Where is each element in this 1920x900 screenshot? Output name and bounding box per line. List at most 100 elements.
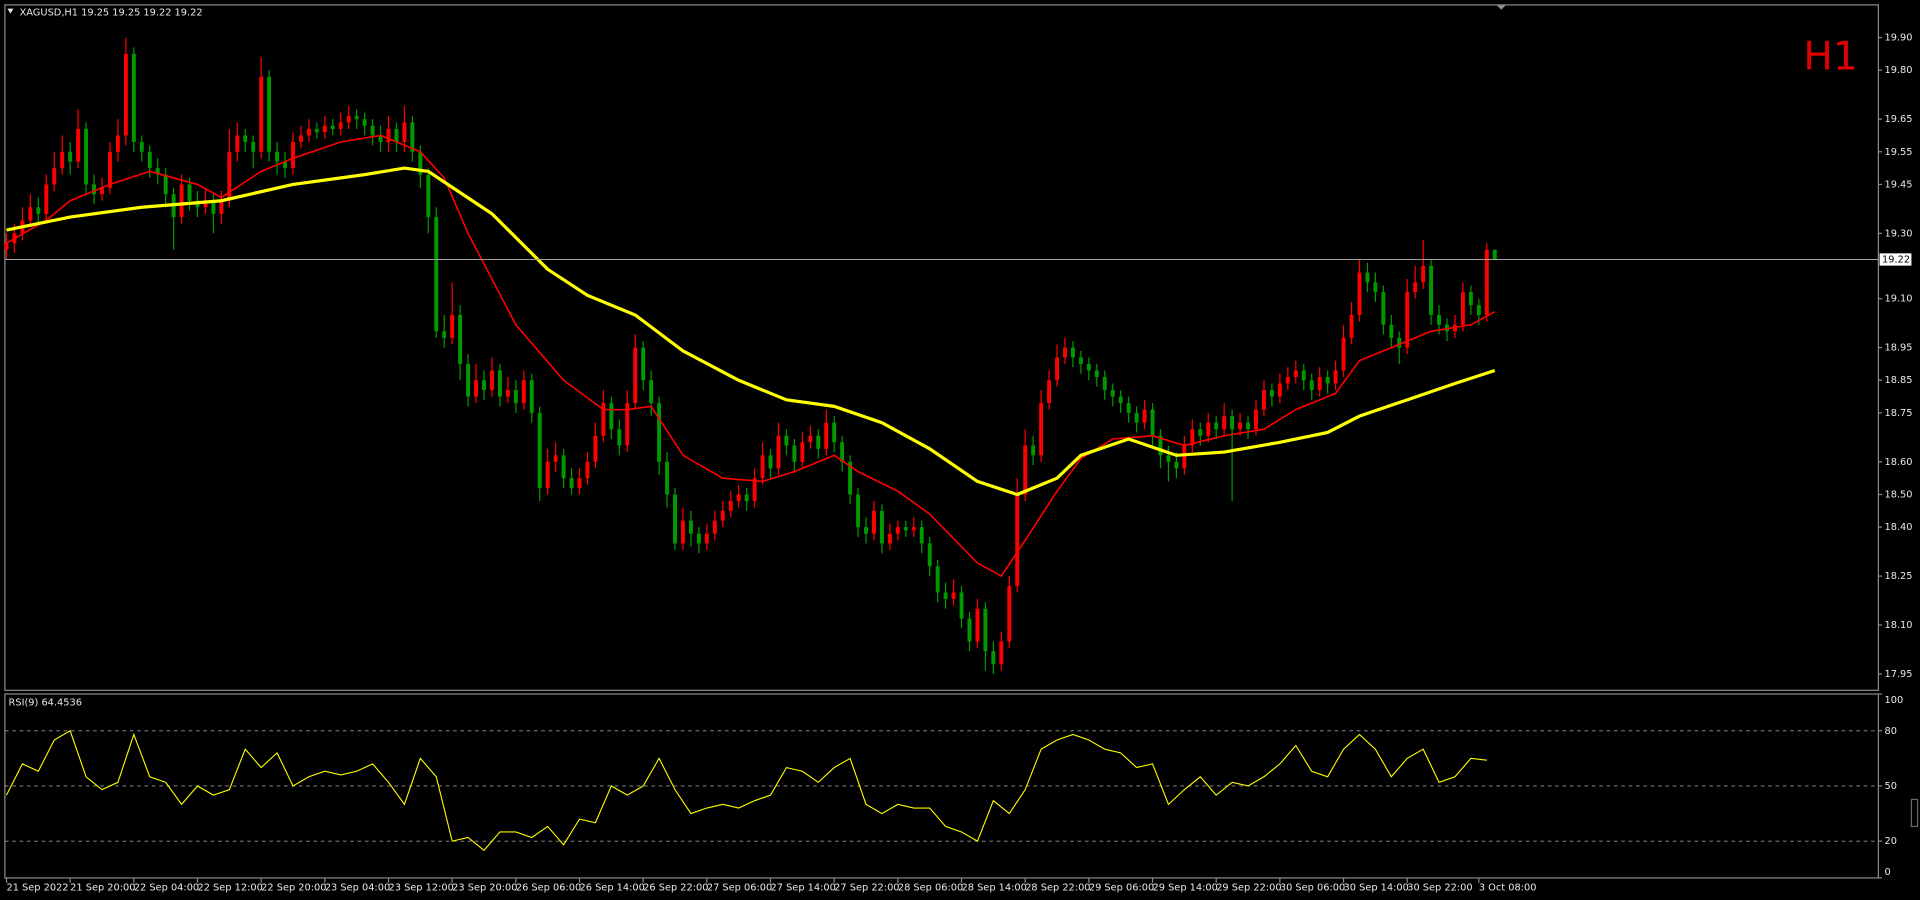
candle-body bbox=[219, 200, 224, 214]
candle-body bbox=[346, 115, 351, 123]
candle-body bbox=[1365, 272, 1370, 283]
candle-body bbox=[513, 390, 518, 404]
candle-body bbox=[1023, 445, 1028, 495]
candle-body bbox=[1389, 324, 1394, 338]
candle-body bbox=[673, 494, 677, 544]
candle-body bbox=[458, 314, 463, 364]
x-tick-label: 26 Sep 14:00 bbox=[580, 883, 645, 894]
symbol-header: XAGUSD,H1 19.25 19.25 19.22 19.22 bbox=[20, 7, 203, 18]
candle-body bbox=[1047, 380, 1052, 404]
candle-body bbox=[1214, 422, 1219, 430]
y-tick-label: 19.80 bbox=[1884, 65, 1912, 76]
candle-body bbox=[235, 135, 240, 152]
candle-body bbox=[434, 217, 439, 332]
candle-body bbox=[633, 347, 638, 404]
candle-body bbox=[1341, 337, 1346, 371]
rsi-y-tick-label: 20 bbox=[1884, 836, 1896, 847]
moving-average-line bbox=[6, 166, 1496, 497]
candle-body bbox=[728, 501, 733, 511]
candle-body bbox=[872, 510, 876, 534]
shift-marker[interactable] bbox=[1496, 4, 1507, 10]
candle-body bbox=[1110, 390, 1115, 397]
x-tick-label: 3 Oct 08:00 bbox=[1479, 883, 1537, 894]
x-tick-label: 30 Sep 14:00 bbox=[1344, 883, 1409, 894]
candle-body bbox=[529, 380, 534, 413]
candle-body bbox=[44, 184, 49, 214]
candle-body bbox=[410, 122, 415, 152]
candle-body bbox=[696, 533, 701, 544]
candle-body bbox=[4, 243, 9, 250]
candle-body bbox=[442, 331, 447, 338]
scroll-icon[interactable] bbox=[1910, 798, 1919, 828]
candle-body bbox=[911, 527, 916, 531]
x-tick-label: 22 Sep 04:00 bbox=[134, 883, 199, 894]
candle-body bbox=[919, 527, 924, 544]
moving-average-line bbox=[6, 134, 1496, 578]
candle-body bbox=[354, 115, 359, 120]
x-tick-label: 27 Sep 14:00 bbox=[771, 883, 836, 894]
candle-body bbox=[131, 53, 136, 142]
candle-body bbox=[537, 412, 542, 488]
candle-body bbox=[1373, 282, 1378, 293]
candle-body bbox=[951, 592, 956, 599]
y-tick-label: 18.25 bbox=[1884, 571, 1912, 582]
rsi-header: RSI(9) 64.4536 bbox=[9, 698, 82, 709]
candle-body bbox=[1333, 370, 1338, 384]
candle-body bbox=[1142, 409, 1147, 423]
y-tick-label: 17.95 bbox=[1884, 669, 1912, 680]
candle-body bbox=[601, 403, 606, 436]
candle-body bbox=[967, 618, 972, 642]
x-tick-label: 23 Sep 04:00 bbox=[325, 883, 390, 894]
candle-body bbox=[887, 533, 892, 544]
rsi-y-tick-label: 100 bbox=[1884, 695, 1903, 706]
candle-body bbox=[744, 494, 749, 502]
candle-body bbox=[1238, 422, 1243, 430]
candle-body bbox=[243, 135, 248, 142]
candle-body bbox=[824, 422, 829, 449]
timeframe-label: H1 bbox=[1803, 34, 1857, 79]
candle-body bbox=[68, 151, 73, 162]
candle-body bbox=[665, 461, 670, 495]
candle-body bbox=[1150, 409, 1155, 436]
candle-body bbox=[203, 200, 208, 208]
candle-body bbox=[609, 403, 614, 430]
candle-body bbox=[52, 168, 57, 185]
candle-body bbox=[283, 161, 288, 169]
candle-body bbox=[545, 461, 550, 488]
y-tick-label: 19.45 bbox=[1884, 179, 1912, 190]
candle-body bbox=[1078, 357, 1083, 364]
candle-body bbox=[840, 442, 845, 462]
x-tick-label: 29 Sep 14:00 bbox=[1153, 883, 1218, 894]
candle-body bbox=[720, 510, 725, 521]
rsi-y-tick-label: 50 bbox=[1884, 781, 1896, 792]
candle-body bbox=[1118, 396, 1123, 404]
candle-body bbox=[983, 608, 988, 652]
y-tick-label: 18.50 bbox=[1884, 489, 1912, 500]
candle-body bbox=[1405, 292, 1410, 348]
y-tick-label: 19.30 bbox=[1884, 228, 1912, 239]
x-tick-label: 29 Sep 06:00 bbox=[1089, 883, 1154, 894]
rsi-y-tick-label: 80 bbox=[1884, 726, 1896, 737]
candle-body bbox=[569, 478, 574, 488]
candle-body bbox=[999, 641, 1004, 665]
candle-body bbox=[1246, 422, 1251, 430]
candle-body bbox=[505, 390, 510, 397]
candle-body bbox=[1070, 347, 1075, 358]
x-tick-label: 29 Sep 22:00 bbox=[1216, 883, 1281, 894]
candle-body bbox=[1166, 455, 1171, 462]
candle-body bbox=[808, 435, 813, 443]
candle-body bbox=[1325, 376, 1330, 384]
rsi-y-tick-label: 0 bbox=[1884, 867, 1890, 878]
candle-body bbox=[28, 207, 33, 221]
candle-body bbox=[776, 435, 781, 469]
candle-body bbox=[1277, 383, 1282, 397]
candle-body bbox=[848, 461, 853, 495]
candle-body bbox=[800, 442, 805, 462]
candle-body bbox=[1349, 314, 1354, 338]
candle-body bbox=[577, 478, 582, 488]
candle-body bbox=[943, 592, 948, 599]
menu-arrow[interactable] bbox=[7, 8, 14, 14]
candle-body bbox=[1063, 347, 1067, 358]
candle-body bbox=[84, 128, 89, 185]
